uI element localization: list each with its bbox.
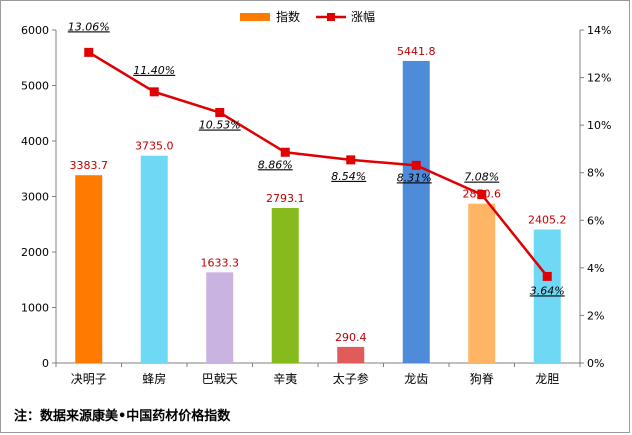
category-label: 龙胆 (535, 372, 559, 386)
category-label: 太子参 (333, 371, 369, 386)
category-label: 蜂房 (142, 371, 166, 386)
bar (206, 272, 234, 363)
left-tick-label: 0 (42, 357, 49, 370)
left-tick-label: 5000 (21, 80, 49, 93)
bar (271, 207, 299, 363)
bar-value-label: 1633.3 (201, 256, 240, 269)
bar-value-label: 5441.8 (397, 45, 436, 58)
left-tick-label: 2000 (21, 246, 49, 259)
bar (75, 175, 103, 363)
legend-label-change: 涨幅 (351, 9, 375, 24)
change-value-label: 8.54% (331, 170, 366, 183)
change-value-label: 7.08% (464, 171, 499, 184)
left-tick-label: 6000 (21, 24, 49, 37)
change-marker (542, 271, 552, 281)
legend-bar-swatch (240, 13, 270, 21)
right-tick-label: 0% (587, 357, 604, 370)
change-value-label: 11.40% (133, 64, 175, 77)
left-tick-label: 1000 (21, 302, 49, 315)
bar (402, 60, 430, 363)
right-tick-label: 6% (587, 214, 604, 227)
change-value-label: 8.31% (397, 171, 432, 184)
bar-value-label: 290.4 (335, 331, 367, 344)
right-tick-label: 10% (587, 119, 611, 132)
bar (140, 155, 168, 363)
bar (468, 203, 496, 363)
change-marker (149, 87, 159, 97)
change-value-label: 10.53% (199, 119, 241, 132)
right-tick-label: 4% (587, 262, 604, 275)
category-label: 狗脊 (470, 372, 494, 386)
legend-line-marker (327, 13, 335, 21)
right-tick-label: 2% (587, 309, 604, 322)
change-marker (280, 147, 290, 157)
right-tick-label: 12% (587, 72, 611, 85)
category-label: 决明子 (71, 372, 107, 386)
bar (533, 229, 561, 363)
bar (337, 346, 365, 363)
change-marker (477, 190, 487, 200)
change-marker (346, 155, 356, 165)
change-value-label: 3.64% (530, 284, 565, 297)
category-label: 巴戟天 (202, 372, 238, 386)
left-tick-label: 4000 (21, 135, 49, 148)
change-marker (411, 160, 421, 170)
legend-label-index: 指数 (276, 9, 300, 24)
change-marker (84, 47, 94, 57)
change-line (88, 51, 549, 278)
category-label: 辛夷 (273, 371, 297, 386)
right-tick-label: 14% (587, 24, 611, 37)
change-value-label: 13.06% (68, 20, 110, 33)
bar-value-label: 3735.0 (135, 140, 174, 153)
left-tick-label: 3000 (21, 191, 49, 204)
change-marker (215, 108, 225, 118)
right-tick-label: 8% (587, 167, 604, 180)
category-label: 龙齿 (404, 372, 428, 386)
bar-value-label: 2405.2 (528, 214, 567, 227)
bar-value-label: 3383.7 (70, 159, 109, 172)
source-note: 注：数据来源康美•中国药材价格指数 (14, 409, 231, 424)
bar-value-label: 2793.1 (266, 192, 305, 205)
change-value-label: 8.86% (258, 158, 293, 171)
